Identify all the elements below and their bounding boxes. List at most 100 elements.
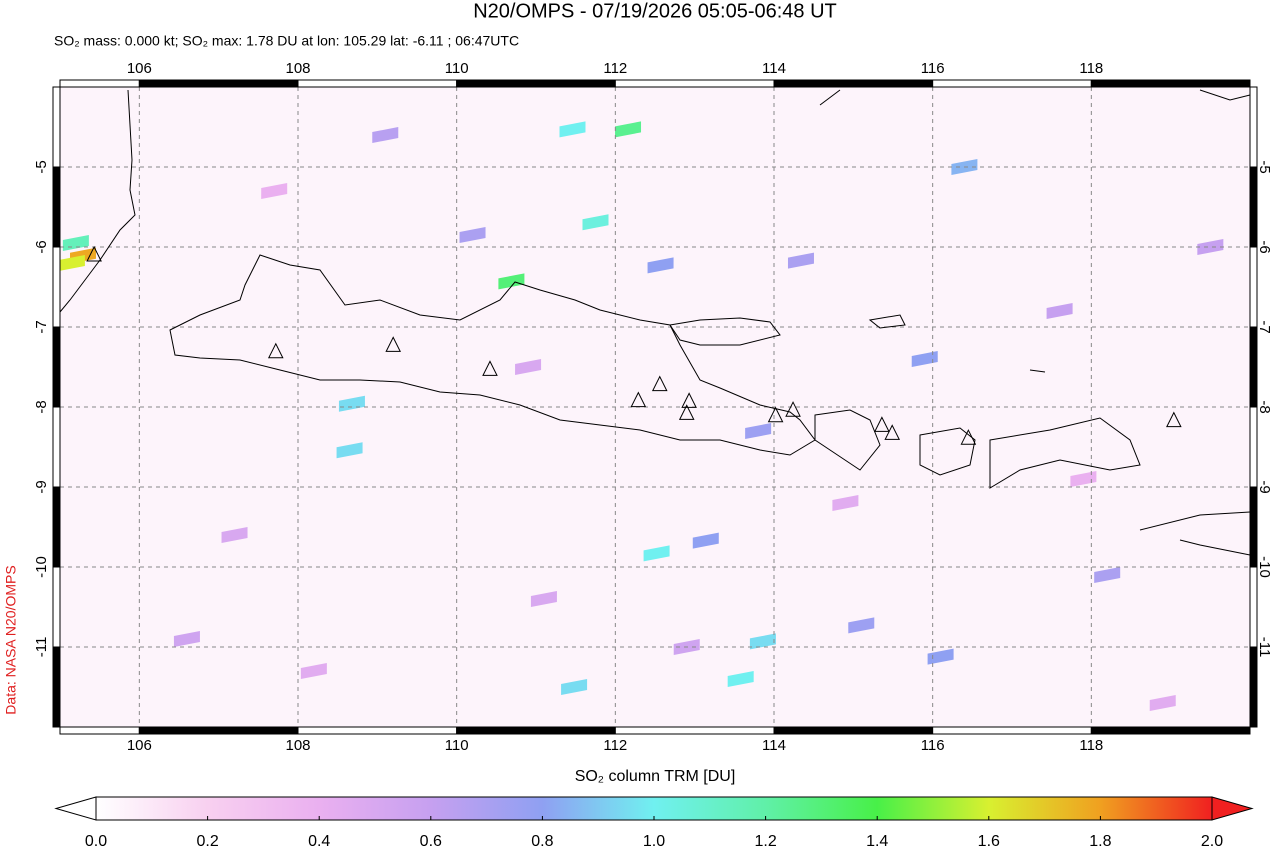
y-tick-label: -9 [1256, 480, 1272, 493]
volcano-marker [267, 342, 284, 359]
so2-pixel [745, 423, 772, 439]
so2-pixel [173, 631, 200, 647]
map-border [59, 86, 1251, 728]
so2-pixel [1149, 695, 1176, 711]
so2-pixel [221, 527, 248, 543]
so2-pixel [927, 648, 954, 665]
so2-pixel [530, 591, 557, 607]
volcano-marker [785, 401, 801, 417]
x-tick-label: 114 [762, 60, 786, 77]
so2-pixel [336, 442, 363, 459]
x-tick-label: 116 [921, 60, 945, 77]
so2-pixel [559, 121, 586, 138]
so2-pixel [727, 671, 754, 687]
frame-segment [1249, 566, 1258, 648]
coastline [989, 417, 1141, 489]
colorbar-tick-label: 1.4 [866, 833, 888, 850]
x-tick-label: 116 [921, 737, 945, 754]
x-tick-label: 110 [445, 737, 469, 754]
y-tick-label: -8 [1256, 400, 1272, 413]
coastline [1139, 511, 1251, 556]
y-tick-label: -5 [33, 160, 50, 173]
so2-pixel [1046, 303, 1073, 319]
frame-segment [773, 79, 934, 88]
colorbar-tick-label: 1.8 [1089, 833, 1111, 850]
x-tick-label: 118 [1079, 60, 1103, 77]
coastlines [59, 89, 1251, 556]
x-tick-label: 112 [603, 737, 627, 754]
frame-segment [138, 726, 299, 735]
so2-pixel [300, 663, 327, 679]
volcano-marker [960, 429, 977, 445]
x-tick-label: 114 [762, 737, 786, 754]
frame-segment [773, 726, 934, 735]
coastline [169, 254, 816, 456]
y-tick-label: -7 [1256, 320, 1272, 333]
x-tick-label: 110 [445, 60, 469, 77]
so2-pixel [692, 532, 719, 549]
so2-pixel [787, 252, 814, 269]
frame-segment [1090, 726, 1251, 735]
frame [52, 79, 1258, 735]
y-tick-label: -6 [33, 240, 50, 253]
volcano-marker [86, 245, 102, 262]
y-tick-label: -8 [33, 400, 50, 413]
volcano-marker [482, 360, 498, 376]
frame-segment [456, 726, 616, 735]
volcano-marker [651, 375, 668, 392]
y-tick-label: -9 [33, 480, 50, 493]
frame-segment [52, 246, 61, 328]
frame-segment [932, 726, 1092, 735]
colorbar-tick-label: 0.8 [531, 833, 553, 850]
frame-segment [138, 79, 299, 88]
coastline [919, 427, 976, 476]
so2-pixel [261, 183, 288, 199]
volcano-marker [884, 424, 901, 440]
y-tick-label: -6 [1256, 240, 1272, 253]
colorbar-label: SO₂ column TRM [DU] [575, 768, 736, 785]
frame-segment [297, 79, 458, 88]
so2-pixel [749, 633, 776, 650]
frame-segment [52, 86, 61, 168]
frame-segment [1090, 79, 1251, 88]
colorbar-tick-label: 1.2 [754, 833, 776, 850]
colorbar-tick-label: 2.0 [1201, 833, 1223, 850]
colorbar-tick-label: 0.6 [420, 833, 442, 850]
frame-segment [59, 726, 140, 735]
frame-segment [614, 79, 775, 88]
frame-segment [1249, 406, 1258, 488]
coastline [819, 89, 1251, 373]
coastline [669, 317, 781, 346]
so2-pixel [1094, 567, 1121, 583]
volcano-marker [681, 392, 697, 408]
so2-pixel [832, 495, 859, 511]
frame-segment [52, 166, 61, 248]
frame-segment [1249, 486, 1258, 568]
volcano-marker [767, 406, 784, 423]
x-tick-label: 106 [127, 60, 152, 77]
frame-segment [52, 486, 61, 568]
x-tick-label: 118 [1079, 737, 1103, 754]
frame-segment [52, 326, 61, 408]
y-tick-label: -11 [33, 637, 50, 658]
volcano-marker [385, 336, 402, 352]
y-tick-label: -7 [33, 320, 50, 333]
frame-segment [1249, 86, 1258, 168]
y-tick-label: -5 [1256, 160, 1272, 173]
colorbar: 0.0 0.2 0.4 0.6 0.8 1.0 1.2 1.4 1.6 1.8 2.0 [54, 796, 1254, 850]
frame-segment [1249, 246, 1258, 328]
so2-pixel [911, 351, 938, 367]
frame-segment [456, 79, 616, 88]
frame-segment [1249, 326, 1258, 408]
x-tick-label: 108 [285, 737, 310, 754]
so2-pixel [515, 359, 542, 375]
y-tick-label: -10 [33, 556, 50, 578]
so2-pixel [459, 227, 486, 243]
coastline [814, 409, 881, 471]
colorbar-tick-label: 1.6 [978, 833, 1000, 850]
so2-pixel [1197, 239, 1224, 255]
subtitle: SO₂ mass: 0.000 kt; SO₂ max: 1.78 DU at … [54, 33, 519, 49]
colorbar-tick-label: 0.0 [85, 833, 107, 850]
y-tick-label: -11 [1256, 637, 1272, 658]
